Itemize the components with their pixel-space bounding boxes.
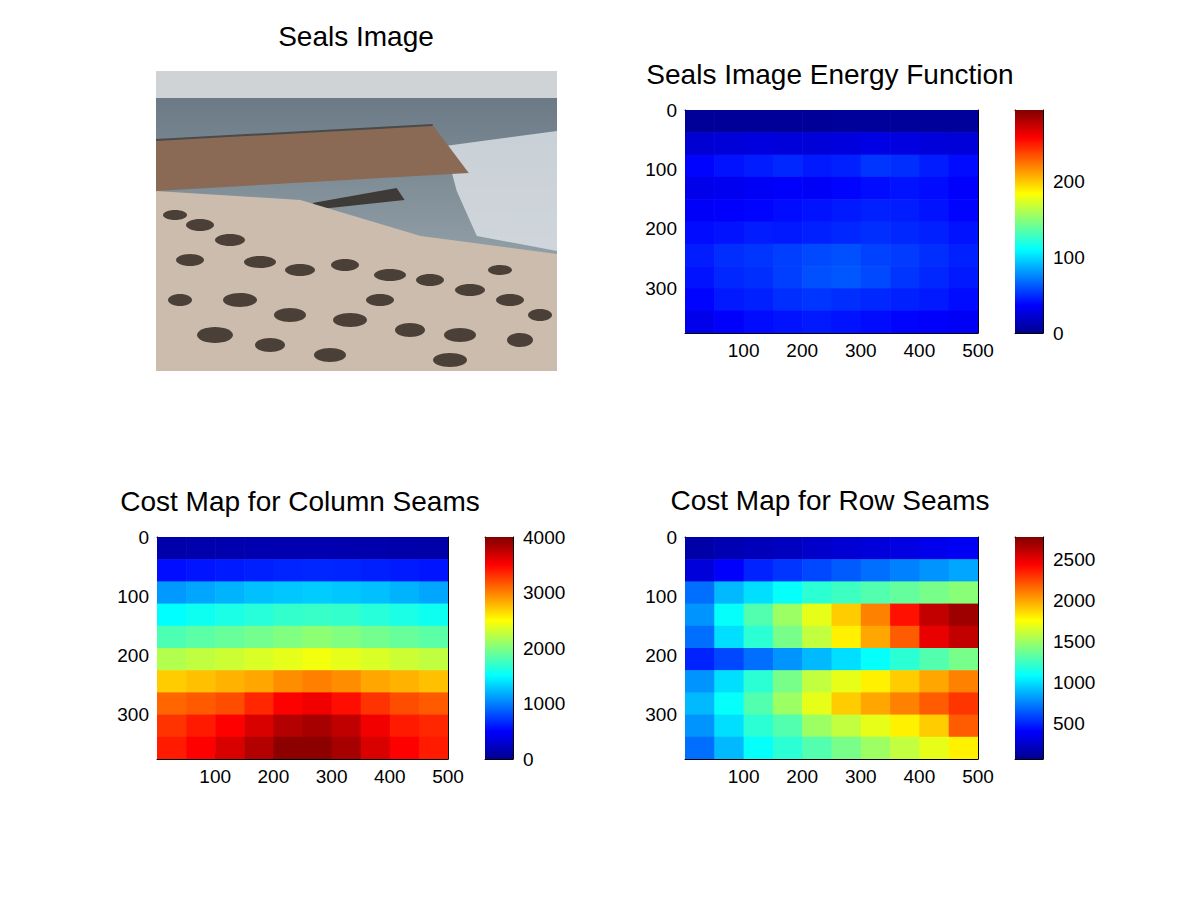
svg-text:300: 300	[117, 704, 149, 725]
svg-text:2000: 2000	[1053, 590, 1095, 611]
svg-text:Seals Image: Seals Image	[278, 21, 434, 52]
svg-text:3000: 3000	[523, 582, 565, 603]
svg-text:100: 100	[728, 340, 760, 361]
svg-text:Cost Map for Row Seams: Cost Map for Row Seams	[671, 485, 990, 516]
svg-text:100: 100	[645, 159, 677, 180]
svg-text:Seals Image Energy Function: Seals Image Energy Function	[646, 59, 1013, 90]
svg-text:200: 200	[786, 766, 818, 787]
svg-text:0: 0	[138, 527, 149, 548]
svg-text:300: 300	[645, 704, 677, 725]
svg-text:200: 200	[1053, 171, 1085, 192]
svg-text:100: 100	[199, 766, 231, 787]
svg-text:0: 0	[523, 749, 534, 770]
svg-text:200: 200	[645, 645, 677, 666]
svg-text:1000: 1000	[1053, 672, 1095, 693]
svg-text:400: 400	[904, 766, 936, 787]
svg-text:100: 100	[1053, 247, 1085, 268]
svg-text:200: 200	[117, 645, 149, 666]
svg-text:400: 400	[904, 340, 936, 361]
svg-text:200: 200	[645, 218, 677, 239]
svg-text:400: 400	[374, 766, 406, 787]
svg-text:200: 200	[786, 340, 818, 361]
svg-text:500: 500	[432, 766, 464, 787]
svg-text:300: 300	[316, 766, 348, 787]
svg-text:Cost Map for Column Seams: Cost Map for Column Seams	[120, 486, 479, 517]
svg-text:1500: 1500	[1053, 631, 1095, 652]
svg-text:2000: 2000	[523, 638, 565, 659]
svg-text:100: 100	[117, 586, 149, 607]
svg-text:500: 500	[962, 766, 994, 787]
svg-text:100: 100	[728, 766, 760, 787]
svg-text:500: 500	[1053, 713, 1085, 734]
svg-text:200: 200	[258, 766, 290, 787]
svg-text:0: 0	[666, 100, 677, 121]
svg-text:500: 500	[962, 340, 994, 361]
svg-text:1000: 1000	[523, 693, 565, 714]
svg-text:300: 300	[845, 766, 877, 787]
svg-text:300: 300	[845, 340, 877, 361]
svg-text:4000: 4000	[523, 527, 565, 548]
svg-text:300: 300	[645, 278, 677, 299]
svg-text:0: 0	[1053, 323, 1064, 344]
svg-text:2500: 2500	[1053, 549, 1095, 570]
svg-text:100: 100	[645, 586, 677, 607]
svg-text:0: 0	[666, 527, 677, 548]
